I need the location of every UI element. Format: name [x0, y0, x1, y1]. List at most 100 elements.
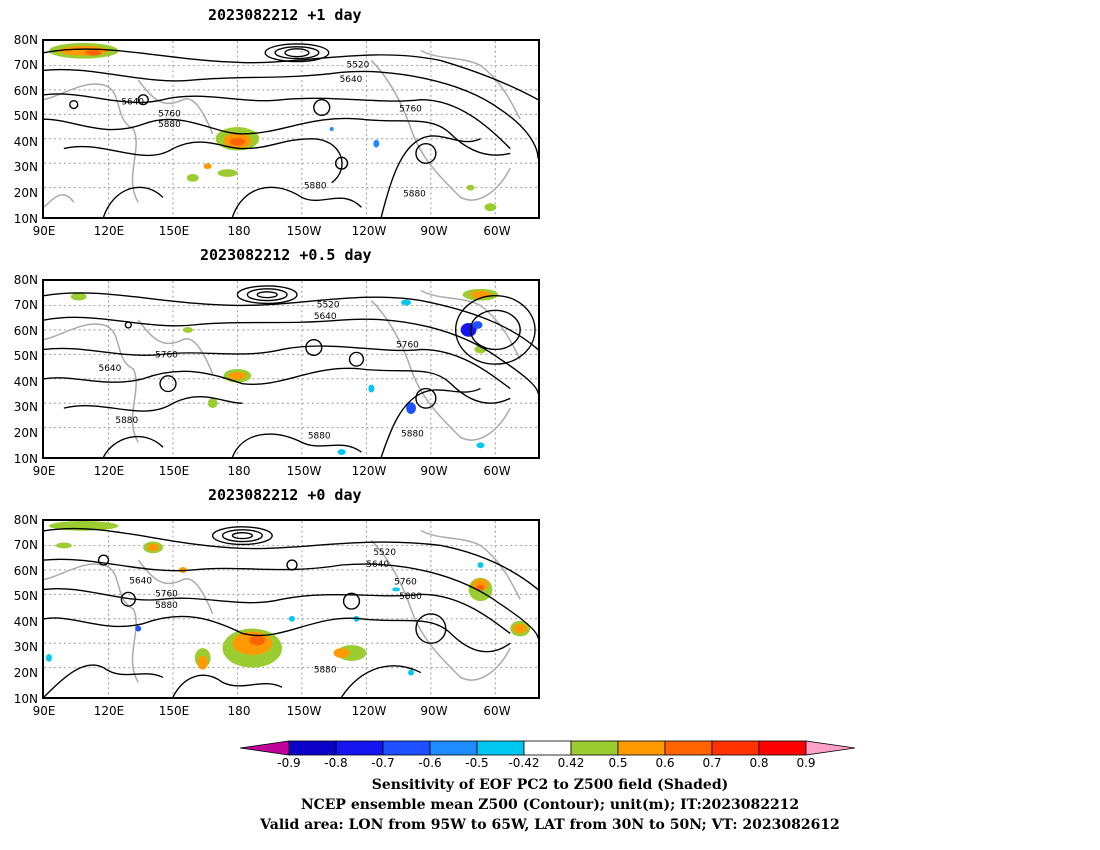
colorbar-cell: [805, 740, 856, 756]
lat-label: 60N: [13, 324, 38, 338]
lat-label: 30N: [13, 640, 38, 654]
panel-title-2: 2023082212 +0.5 day: [200, 246, 372, 264]
map-panel-2: 5520 5640 5640 5760 5760 5880 5880 5880: [42, 279, 540, 459]
colorbar-tick: -0.42: [508, 756, 540, 770]
colorbar-tick: -0.6: [418, 756, 442, 770]
panel-title-1: 2023082212 +1 day: [208, 6, 362, 24]
contour-label: 5640: [121, 98, 144, 108]
lon-label: 90E: [32, 224, 56, 238]
lon-label: 120E: [93, 464, 125, 478]
lat-label: 80N: [13, 273, 38, 287]
lon-label: 90E: [32, 704, 56, 718]
contour-label: 5880: [399, 592, 422, 602]
colorbar-cell: [711, 740, 760, 756]
lat-label: 30N: [13, 400, 38, 414]
colorbar-tick: 0.6: [655, 756, 675, 770]
lat-label: 60N: [13, 84, 38, 98]
lon-label: 150E: [158, 464, 190, 478]
lat-label: 30N: [13, 160, 38, 174]
lat-label: 20N: [13, 426, 38, 440]
lat-label: 20N: [13, 186, 38, 200]
contour-label: 5640: [99, 364, 122, 374]
contour-label: 5760: [396, 341, 419, 351]
lon-label: 120E: [93, 224, 125, 238]
colorbar-cell: [758, 740, 807, 756]
contour-label: 5880: [403, 190, 426, 200]
contour-label: 5880: [158, 120, 181, 130]
lat-label: 40N: [13, 615, 38, 629]
contour-label: 5760: [394, 578, 417, 588]
colorbar-cell: [570, 740, 619, 756]
contour-label: 5640: [129, 577, 152, 587]
lon-label: 180: [227, 704, 251, 718]
map-panel-2-svg: 5520 5640 5640 5760 5760 5880 5880 5880: [44, 281, 538, 457]
lon-label: 150W: [286, 224, 322, 238]
map-panel-1-svg: 5520 5640 5640 5760 5760 5880 5880 5880: [44, 41, 538, 217]
caption-line-1: Sensitivity of EOF PC2 to Z500 field (Sh…: [371, 777, 729, 793]
lat-label: 60N: [13, 564, 38, 578]
lat-label: 50N: [13, 589, 38, 603]
colorbar-cell: [429, 740, 478, 756]
lat-label: 70N: [13, 58, 38, 72]
contour-label: 5880: [155, 601, 178, 611]
colorbar-cell: [523, 740, 572, 756]
lat-label: 70N: [13, 298, 38, 312]
colorbar-tick: -0.8: [324, 756, 348, 770]
lon-label: 90W: [420, 224, 448, 238]
contour-label: 5640: [366, 560, 389, 570]
lat-label: 50N: [13, 109, 38, 123]
contour-label: 5640: [314, 312, 337, 322]
lon-label: 150E: [158, 704, 190, 718]
lat-label: 20N: [13, 666, 38, 680]
lon-label: 90W: [420, 464, 448, 478]
colorbar-cell: [335, 740, 384, 756]
lat-label: 40N: [13, 135, 38, 149]
colorbar-cell: [382, 740, 431, 756]
colorbar-tick: -0.7: [371, 756, 395, 770]
lon-label: 60W: [483, 464, 511, 478]
map-panel-3-svg: 5520 5640 5640 5760 5760 5880 5880 5880 …: [44, 521, 538, 697]
contour-label: 5520: [317, 300, 340, 310]
contour-label: 5760: [155, 589, 178, 599]
contour-label: 5760: [399, 104, 422, 114]
lat-label: 70N: [13, 538, 38, 552]
colorbar-cell: [240, 740, 290, 756]
colorbar-tick: 0.9: [796, 756, 816, 770]
map-panel-1: 5520 5640 5640 5760 5760 5880 5880 5880: [42, 39, 540, 219]
panel-title-3: 2023082212 +0 day: [208, 486, 362, 504]
colorbar-cell: [288, 740, 337, 756]
contour-label: 5880: [401, 430, 424, 440]
contour-label: 5880: [308, 431, 331, 441]
lon-label: 150E: [158, 224, 190, 238]
lon-label: 60W: [483, 224, 511, 238]
lat-label: 10N: [13, 212, 38, 226]
contour-label: 5760: [158, 109, 181, 119]
lon-label: 60W: [483, 704, 511, 718]
lon-label: 90E: [32, 464, 56, 478]
colorbar-cell: [476, 740, 525, 756]
lat-label: 40N: [13, 375, 38, 389]
lon-label: 120W: [351, 464, 387, 478]
colorbar-tick: 0.7: [702, 756, 722, 770]
contour-label: 5880: [314, 666, 337, 676]
lat-label: 80N: [13, 33, 38, 47]
colorbar-tick: -0.9: [277, 756, 301, 770]
map-panel-3: 5520 5640 5640 5760 5760 5880 5880 5880 …: [42, 519, 540, 699]
colorbar: [240, 740, 856, 756]
lon-label: 120W: [351, 704, 387, 718]
colorbar-tick: 0.5: [608, 756, 628, 770]
lon-label: 150W: [286, 704, 322, 718]
lat-label: 80N: [13, 513, 38, 527]
lon-label: 180: [227, 464, 251, 478]
contour-label: 5880: [115, 416, 138, 426]
lon-label: 90W: [420, 704, 448, 718]
caption-line-2: NCEP ensemble mean Z500 (Contour); unit(…: [300, 797, 800, 813]
colorbar-cell: [617, 740, 666, 756]
lon-label: 180: [227, 224, 251, 238]
colorbar-tick: -0.5: [465, 756, 489, 770]
contour-label: 5520: [373, 548, 396, 558]
lat-label: 10N: [13, 692, 38, 706]
lon-label: 150W: [286, 464, 322, 478]
colorbar-tick: 0.42: [557, 756, 585, 770]
lon-label: 120E: [93, 704, 125, 718]
